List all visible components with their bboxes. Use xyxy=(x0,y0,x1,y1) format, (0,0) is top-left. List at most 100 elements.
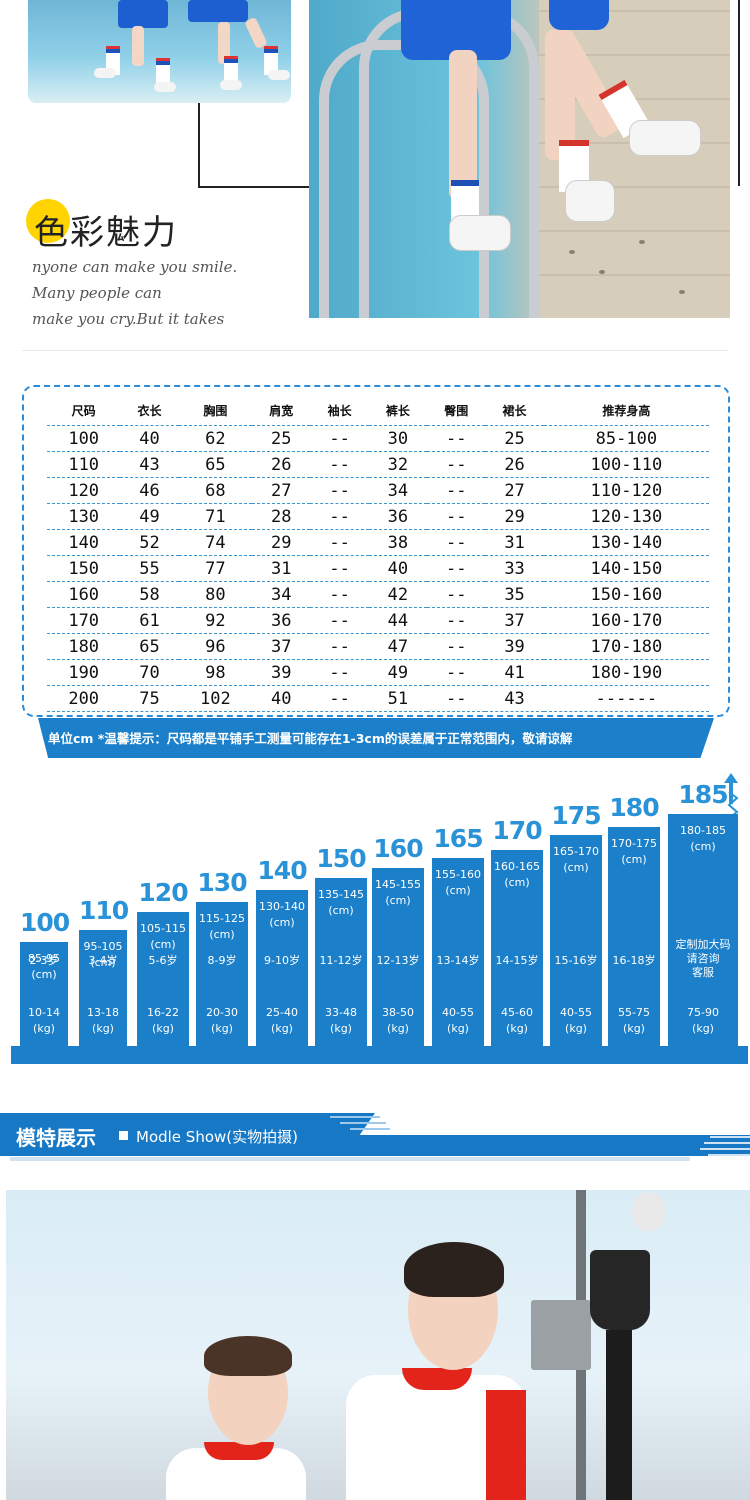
table-cell: 41 xyxy=(485,659,544,686)
photo-pool-ladder xyxy=(309,0,730,318)
weight-range: 38-50 xyxy=(382,1006,414,1019)
table-cell: 28 xyxy=(252,503,311,530)
weight-range: 55-75 xyxy=(618,1006,650,1019)
size-label: 120 xyxy=(138,878,188,907)
table-row: 120 46 68 27 -- 34 -- 27 110-120 xyxy=(47,477,709,504)
height-bar: 185 180-185 (cm) 定制加大码 请咨询 客服 75-90 (kg) xyxy=(668,780,738,1046)
size-label: 165 xyxy=(433,824,483,853)
table-cell: 130-140 xyxy=(543,529,709,556)
boy-hair xyxy=(404,1242,504,1297)
size-label: 175 xyxy=(551,801,601,830)
speed-lines-icon xyxy=(330,1116,390,1130)
table-cell: -- xyxy=(427,529,486,556)
shirt-sleeve xyxy=(486,1390,526,1500)
size-label: 180 xyxy=(609,793,659,822)
size-label: 130 xyxy=(197,868,247,897)
height-unit: (cm) xyxy=(269,916,295,929)
table-cell: 39 xyxy=(252,659,311,686)
table-cell: 170-180 xyxy=(543,633,709,660)
table-cell: 110 xyxy=(47,451,121,478)
color-charm-heading: 色彩魅力 xyxy=(26,197,196,257)
table-cell: 150 xyxy=(47,555,121,582)
height-unit: (cm) xyxy=(563,861,589,874)
height-unit: (cm) xyxy=(504,876,530,889)
table-cell: 43 xyxy=(120,451,179,478)
table-cell: 70 xyxy=(120,659,179,686)
table-cell: -- xyxy=(427,451,486,478)
table-cell: 46 xyxy=(120,477,179,504)
frame-line xyxy=(738,0,740,186)
table-cell: 52 xyxy=(120,529,179,556)
age-label: 定制加大码 请咨询 客服 xyxy=(675,938,731,979)
height-range: 95-105 xyxy=(83,940,123,953)
slogan-line: make you cry.But it takes xyxy=(32,310,225,328)
table-cell: 102 xyxy=(178,685,253,712)
table-cell: 190 xyxy=(47,659,121,686)
shoe xyxy=(268,70,290,80)
table-cell: 29 xyxy=(252,529,311,556)
table-cell: 43 xyxy=(485,685,544,712)
column-header: 推荐身高 xyxy=(602,403,651,418)
size-label: 170 xyxy=(492,816,542,845)
shirt-collar xyxy=(402,1368,472,1390)
height-unit: (cm) xyxy=(90,956,116,969)
weight-unit: (kg) xyxy=(447,1022,469,1035)
utility-box xyxy=(531,1300,591,1370)
table-row: 130 49 71 28 -- 36 -- 29 120-130 xyxy=(47,503,709,530)
table-cell: 98 xyxy=(178,659,253,686)
size-label: 100 xyxy=(20,908,70,937)
leg xyxy=(244,16,268,50)
model-show-banner: 模特展示 Modle Show(实物拍摄) xyxy=(0,1113,750,1163)
table-row: 160 58 80 34 -- 42 -- 35 150-160 xyxy=(47,581,709,608)
size-table-grid: 尺码 衣长 胸围 肩宽 袖长 裤长 臀围 裙长 推荐身高 100 40 62 25 -- 30 -- 25 85… xyxy=(47,395,709,712)
height-range: 180-185 xyxy=(680,824,726,837)
table-cell: 42 xyxy=(368,581,428,608)
table-cell: 150-160 xyxy=(543,581,709,608)
table-cell: 37 xyxy=(485,607,544,634)
shoe xyxy=(94,68,116,78)
table-cell: 110-120 xyxy=(543,477,709,504)
height-bar: 180 170-175 (cm) 16-18岁 55-75 (kg) xyxy=(608,793,660,1046)
height-range: 135-145 xyxy=(318,888,364,901)
table-cell: 27 xyxy=(252,477,311,504)
table-cell: -- xyxy=(427,633,486,660)
table-cell: -- xyxy=(310,425,369,452)
column-header: 肩宽 xyxy=(269,403,294,418)
age-label: 3-4岁 xyxy=(88,954,118,967)
table-cell: 77 xyxy=(178,555,253,582)
height-unit: (cm) xyxy=(328,904,354,917)
height-bar: 150 135-145 (cm) 11-12岁 33-48 (kg) xyxy=(315,844,367,1046)
table-cell: 51 xyxy=(368,685,428,712)
table-cell: -- xyxy=(310,555,369,582)
table-cell: 40 xyxy=(368,555,428,582)
table-cell: 62 xyxy=(178,425,253,452)
banner-background xyxy=(0,1113,375,1156)
security-camera xyxy=(632,1192,666,1232)
deck-hole xyxy=(599,270,605,274)
age-label: 5-6岁 xyxy=(148,954,178,967)
height-bar: 140 130-140 (cm) 9-10岁 25-40 (kg) xyxy=(256,856,308,1046)
sock xyxy=(224,56,238,85)
table-cell: 49 xyxy=(368,659,428,686)
table-cell: 92 xyxy=(178,607,253,634)
divider xyxy=(22,350,728,351)
deck-hole xyxy=(679,290,685,294)
table-cell: 47 xyxy=(368,633,428,660)
table-cell: 80 xyxy=(178,581,253,608)
height-range: 130-140 xyxy=(259,900,305,913)
weight-unit: (kg) xyxy=(623,1022,645,1035)
table-cell: -- xyxy=(310,529,369,556)
weight-unit: (kg) xyxy=(33,1022,55,1035)
height-range: 155-160 xyxy=(435,868,481,881)
shirt-collar xyxy=(204,1442,274,1460)
size-table-body: 100 40 62 25 -- 30 -- 25 85-100 110 43 65 26 -- 32 -- 26… xyxy=(47,425,709,712)
weight-range: 20-30 xyxy=(206,1006,238,1019)
age-label: 11-12岁 xyxy=(319,954,363,967)
height-unit: (cm) xyxy=(621,853,647,866)
sock xyxy=(264,46,278,75)
table-row: 150 55 77 31 -- 40 -- 33 140-150 xyxy=(47,555,709,582)
height-bar: 100 85-95 (cm) 2-3岁 10-14 (kg) xyxy=(20,908,70,1046)
table-cell: -- xyxy=(310,607,369,634)
table-cell: -- xyxy=(310,685,369,712)
table-cell: 44 xyxy=(368,607,428,634)
